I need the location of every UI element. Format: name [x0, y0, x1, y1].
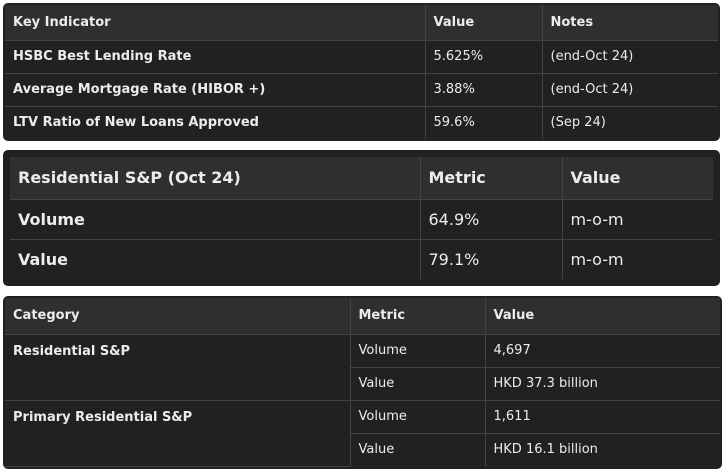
- cell: Value: [350, 366, 486, 401]
- row: Primary Residential S&P Volume 1,611: [5, 399, 720, 467]
- cell: HKD 16.1 billion: [484, 432, 720, 466]
- cell: 5.625%: [424, 39, 543, 74]
- row: Average Mortgage Rate (HIBOR +) 3.88% (end…: [5, 72, 718, 107]
- table: Residential S&P (Oct 24) Metric Value Volum…: [10, 157, 713, 279]
- table-panel: Residential S&P (Oct 24) Metric Value Volum…: [3, 150, 720, 286]
- cell: m-o-m: [561, 198, 713, 240]
- table: Key Indicator Value Notes HSBC Best Lending…: [5, 5, 718, 139]
- row: Value HKD 16.1 billion: [5, 432, 720, 466]
- row: Volume 64.9% m-o-m: [10, 198, 713, 240]
- header-cell: Metric: [419, 157, 563, 200]
- header-cell: Value: [424, 5, 543, 41]
- header-cell: Residential S&P (Oct 24): [10, 157, 421, 200]
- table-body: Residential S&P Volume 4,697 Value HKD 37.3 …: [5, 333, 720, 467]
- category-cell: Residential S&P: [5, 333, 351, 401]
- cell: HKD 37.3 billion: [484, 366, 720, 401]
- cell: Value: [350, 432, 486, 466]
- cell: (Sep 24): [541, 105, 718, 139]
- table-header: Category Metric Value: [5, 298, 720, 335]
- row: LTV Ratio of New Loans Approved 59.6% (Sep…: [5, 105, 718, 139]
- row: Residential S&P Volume 4,697: [5, 333, 720, 401]
- header-row: Category Metric Value: [5, 298, 720, 335]
- cell: (end-Oct 24): [541, 39, 718, 74]
- cell: 59.6%: [424, 105, 543, 139]
- header-cell: Notes: [541, 5, 718, 41]
- header-row: Key Indicator Value Notes: [5, 5, 718, 41]
- header-cell: Key Indicator: [5, 5, 426, 41]
- cell: LTV Ratio of New Loans Approved: [5, 105, 426, 139]
- table-panel: Category Metric Value Residential S&P Volume…: [3, 296, 722, 469]
- cell: Value: [10, 238, 421, 279]
- table-panel: Key Indicator Value Notes HSBC Best Lending…: [3, 3, 720, 141]
- cell: m-o-m: [561, 238, 713, 279]
- table-body: Volume 64.9% m-o-m Value 79.1% m-o-m: [10, 198, 713, 279]
- row: Value HKD 37.3 billion: [5, 366, 720, 401]
- cell: Volume: [349, 333, 486, 368]
- header-cell: Metric: [349, 298, 486, 335]
- row: HSBC Best Lending Rate 5.625% (end-Oct 24): [5, 39, 718, 74]
- cell: HSBC Best Lending Rate: [5, 39, 426, 74]
- category-cell: Primary Residential S&P: [5, 399, 351, 467]
- cell: 4,697: [484, 333, 720, 368]
- table-body: HSBC Best Lending Rate 5.625% (end-Oct 24)…: [5, 39, 718, 139]
- header-cell: Value: [561, 157, 713, 200]
- cell: (end-Oct 24): [541, 72, 718, 107]
- cell: 1,611: [484, 399, 720, 434]
- cell: Volume: [10, 198, 421, 240]
- table-header: Key Indicator Value Notes: [5, 5, 718, 41]
- cell: 3.88%: [424, 72, 543, 107]
- header-cell: Value: [484, 298, 720, 335]
- table-header: Residential S&P (Oct 24) Metric Value: [10, 157, 713, 200]
- cell: 64.9%: [419, 198, 563, 240]
- row: Value 79.1% m-o-m: [10, 238, 713, 279]
- cell: 79.1%: [419, 238, 563, 279]
- header-cell: Category: [5, 298, 351, 335]
- table: Category Metric Value Residential S&P Volume…: [5, 298, 720, 467]
- cell: Average Mortgage Rate (HIBOR +): [5, 72, 426, 107]
- cell: Volume: [349, 399, 486, 434]
- header-row: Residential S&P (Oct 24) Metric Value: [10, 157, 713, 200]
